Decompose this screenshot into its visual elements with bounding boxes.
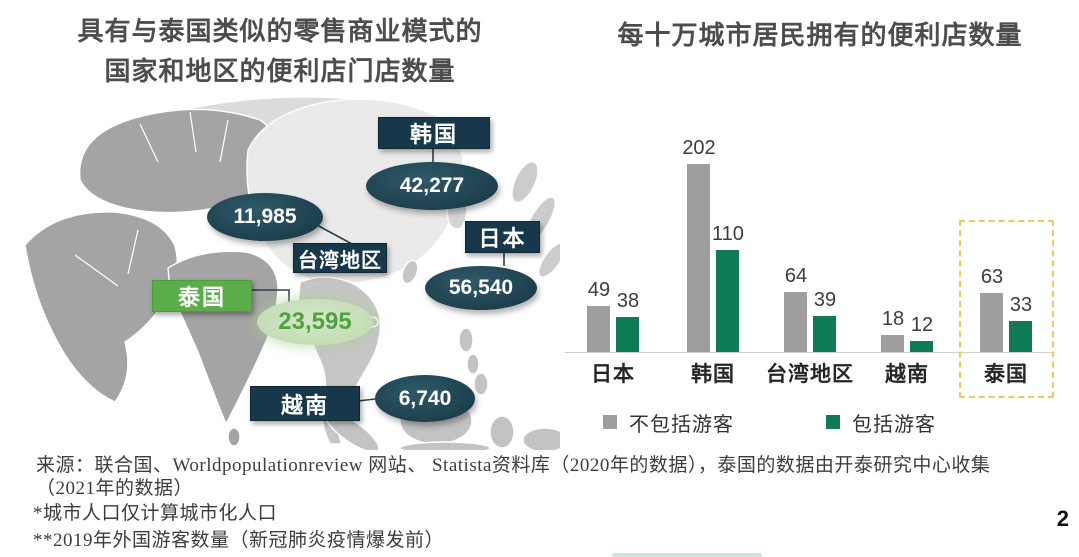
map-label-thailand: 泰国 [152,280,252,312]
legend-item-excluding-tourists: 不包括游客 [603,408,734,437]
bar-value-label: 63 [980,266,1004,288]
page-number: 2 [1056,506,1069,531]
bar-value-label: 18 [881,308,905,330]
bar-chart-plot-area: 49 38 202 110 64 39 18 12 63 33 [565,137,1055,353]
bar-泰国-excl-tourists [980,293,1003,352]
bar-台湾地区-excl-tourists [784,292,807,352]
map-region-japan [511,160,539,204]
bar-value-label: 38 [616,290,640,312]
bar-value-label: 202 [682,137,716,159]
map-label-japan: 日本 [465,221,540,253]
map-label-vietnam: 越南 [250,386,360,421]
bar-台湾地区-incl-tourists [813,316,836,352]
legend-swatch-gray [603,415,617,429]
footnote-tourists-2019: **2019年外国游客数量（新冠肺炎疫情爆发前） [33,530,445,551]
left-title-line1: 具有与泰国类似的零售商业模式的 [77,17,483,46]
map-region-philippines [458,327,474,353]
map-region-middle-east [24,211,178,403]
bar-value-label: 49 [587,279,611,301]
legend-swatch-green [826,415,840,429]
map-label-korea: 韩国 [378,117,490,149]
bottom-accent-line [612,553,762,557]
map-label-taiwan: 台湾地区 [293,243,387,273]
x-axis-label-韩国: 韩国 [691,362,735,386]
thailand-highlight-box [959,220,1054,398]
map-value-japan: 56,540 [425,266,537,310]
map-region-java [399,441,491,450]
bar-日本-excl-tourists [587,306,610,352]
left-panel-title: 具有与泰国类似的零售商业模式的 国家和地区的便利店门店数量 [30,12,530,92]
bar-泰国-incl-tourists [1009,321,1032,352]
map-value-korea: 42,277 [366,162,498,210]
bar-value-label: 33 [1009,294,1033,316]
map-region-new-guinea [522,427,560,450]
bar-日本-incl-tourists [616,317,639,352]
map-value-vietnam: 6,740 [375,375,475,422]
legend-item-including-tourists: 包括游客 [826,408,936,437]
chart-legend: 不包括游客 包括游客 [565,408,1055,436]
bar-越南-excl-tourists [881,335,904,352]
bar-chart: 49 38 202 110 64 39 18 12 63 33 日本 韩国 台湾地区 越南 泰国 [565,137,1055,402]
x-axis-label-台湾地区: 台湾地区 [766,362,854,386]
map-region-taiwan-island [401,259,419,285]
legend-label: 包括游客 [852,413,936,436]
x-axis-label-泰国: 泰国 [984,362,1028,386]
x-axis-label-越南: 越南 [885,362,929,386]
bar-value-label: 64 [784,265,808,287]
footnote-urban-population: *城市人口仅计算城市化人口 [33,503,278,524]
source-text-line2: （2021年的数据） [36,478,194,499]
bar-value-label: 110 [712,223,744,245]
bar-越南-incl-tourists [910,341,933,352]
source-text-line1: 来源：联合国、Worldpopulationreview 网站、 Statist… [36,455,991,476]
map-value-thailand: 23,595 [257,299,373,345]
map-value-taiwan: 11,985 [207,193,323,241]
right-panel-title: 每十万城市居民拥有的便利店数量 [617,21,1023,50]
map-region-sulawesi [489,415,515,449]
bar-value-label: 39 [813,289,837,311]
x-axis-label-日本: 日本 [591,362,635,386]
legend-label: 不包括游客 [629,413,734,436]
bar-韩国-incl-tourists [716,250,739,352]
bar-韩国-excl-tourists [687,164,710,352]
bar-value-label: 12 [910,314,934,336]
left-title-line2: 国家和地区的便利店门店数量 [104,57,456,86]
map-region-sri-lanka [227,427,241,447]
